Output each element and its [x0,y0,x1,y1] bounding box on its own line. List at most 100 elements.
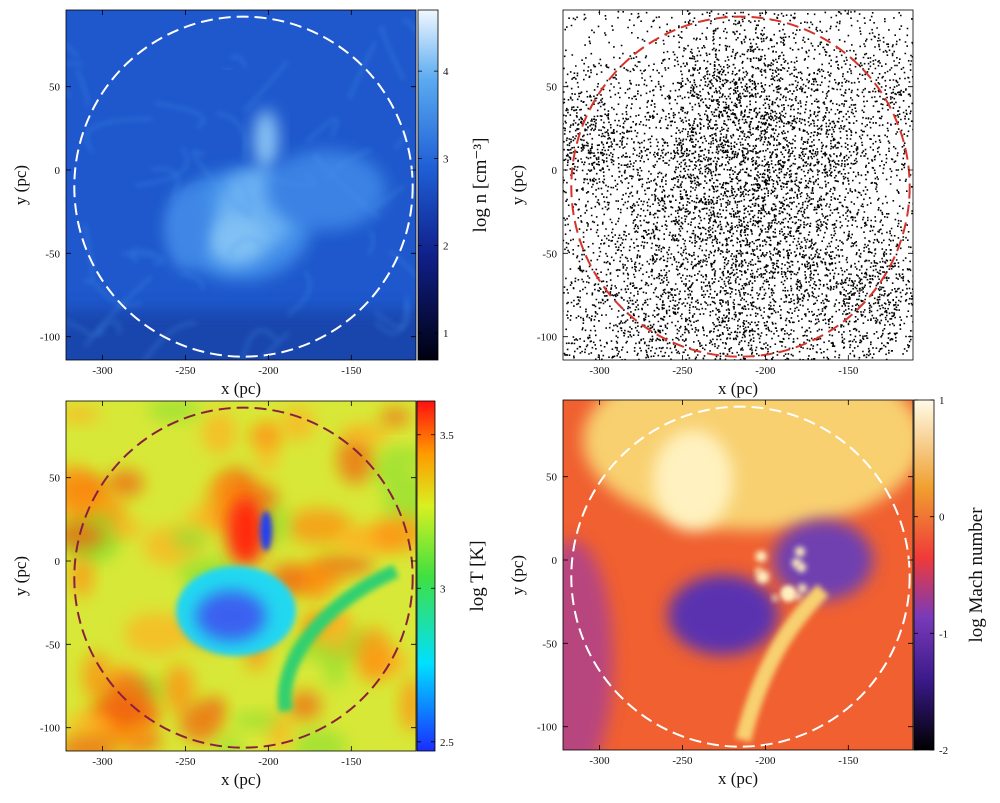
x-axis-label: x (pc) [718,379,758,398]
y-axis-label: y (pc) [11,556,30,596]
image-feature [773,520,873,600]
colorbar-label: log T [K] [467,540,488,611]
image-particles [563,10,913,360]
x-tick-label: -150 [341,756,362,768]
image-feature [170,528,209,550]
image-feature [354,627,392,682]
circle-outline [73,15,414,358]
plot-frame [562,9,914,361]
y-axis-label: y (pc) [508,165,527,205]
x-tick-label: -300 [92,365,113,377]
y-tick-label: 0 [552,165,558,177]
image-feature [794,592,802,600]
image-filament [215,112,246,159]
image-feature [260,511,272,551]
y-tick-label: 50 [49,473,61,485]
image-feature [70,554,93,598]
image-filament [154,102,205,129]
plot-frame [65,400,417,752]
image-feature [755,550,767,563]
image-feature [583,400,913,530]
x-tick-label: -250 [672,365,693,377]
y-tick-label: 50 [546,82,558,94]
image-feature [668,575,778,655]
circle-outline [570,405,911,748]
image-feature [196,591,266,641]
image-feature [794,546,806,557]
x-axis-label: x (pc) [221,770,261,789]
x-tick-label: -200 [755,755,776,767]
image-filament [374,301,409,329]
colorbar [913,399,935,751]
y-tick-label: 50 [546,472,558,484]
image-feature [735,584,829,742]
panel: -300 -250 -200 -150 -100 -50 0 50 x (pc) y (pc) -2… [508,395,987,788]
image-filament [76,68,89,107]
image-feature [400,677,416,733]
image-feature [280,406,316,441]
image [563,10,913,360]
image-filament [150,167,179,204]
image-filament [66,43,80,59]
x-axis-label: x (pc) [718,769,758,788]
colorbar-tick-label: -1 [939,628,948,640]
colorbar-tick-label: -2 [939,745,948,757]
x-tick-label: -150 [838,755,859,767]
x-tick-label: -250 [175,365,196,377]
image-feature [340,423,392,445]
y-tick-label: 0 [55,556,61,568]
image-feature [287,690,322,721]
image-feature [201,411,237,455]
image-filament [241,329,279,360]
image-feature [653,430,733,530]
panel: -300 -250 -200 -150 -100 -50 0 50 x (pc) y (pc) 1 2… [11,9,491,398]
panel: -300 -250 -200 -150 -100 -50 0 50 x (pc) y (pc) [508,9,914,398]
y-tick-label: -50 [542,248,557,260]
circle-outline [73,406,414,749]
x-tick-label: -200 [258,756,279,768]
image-filament [181,272,205,290]
colorbar-label: log Mach number [966,507,987,643]
image-filament [181,183,232,197]
image-feature [293,729,347,751]
image-feature [756,570,770,584]
colorbar-tick-label: 3.5 [440,430,454,442]
x-tick-label: -300 [92,756,113,768]
image-feature [179,702,222,743]
x-tick-label: -150 [838,365,859,377]
image-feature [316,554,375,576]
image-feature [249,425,283,447]
image-filament [83,223,94,284]
image-filament [306,118,339,143]
y-tick-label: -50 [45,248,60,260]
image-feature [67,709,113,744]
image-filament [324,148,372,182]
image-feature [382,473,416,524]
y-tick-label: -50 [45,639,60,651]
image [66,401,416,751]
image-feature [782,589,795,602]
plot-frame [562,399,914,751]
x-tick-label: -150 [341,365,362,377]
image-feature [254,110,278,170]
x-tick-label: -200 [755,365,776,377]
image-feature [791,558,802,568]
colorbar-tick-label: 3 [440,583,446,595]
image-filament [380,26,405,81]
image [563,400,913,750]
colorbar-tick-label: 0 [939,512,945,524]
image-feature [66,465,100,517]
image-filament [313,154,379,219]
colorbar [417,9,439,361]
image-filament [367,231,375,256]
colorbar-tick-label: 1 [939,395,945,407]
plot-frame [65,9,417,361]
x-tick-label: -300 [589,755,610,767]
image [66,10,416,360]
image-feature [103,672,153,717]
image-filament [143,321,197,360]
image-feature [277,564,399,713]
circle-outline [570,15,911,358]
image-filament [66,62,84,98]
image-feature [378,447,416,468]
